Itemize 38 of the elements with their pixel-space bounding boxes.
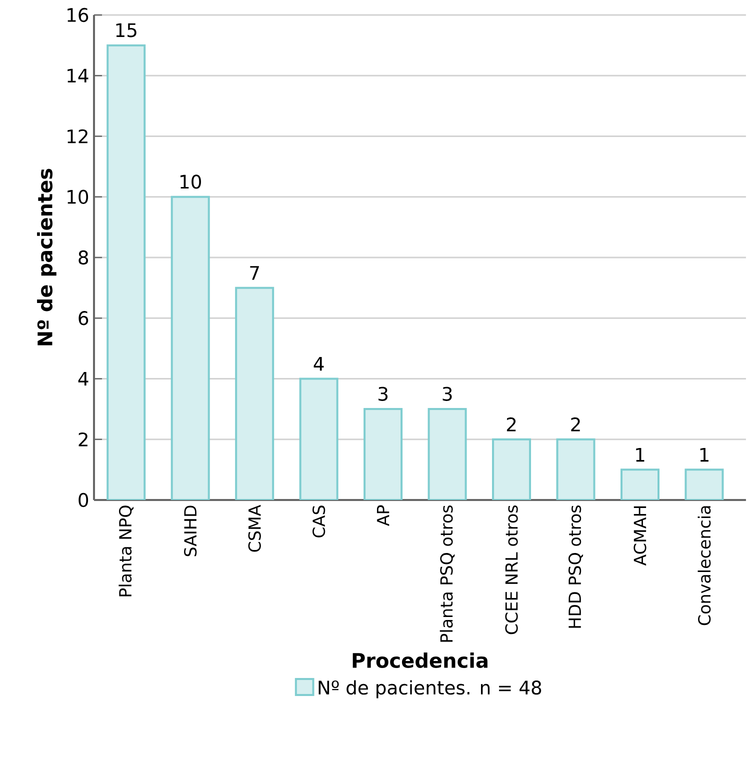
data-label: 3	[442, 386, 452, 401]
bar	[299, 378, 338, 500]
data-label: 7	[250, 266, 259, 280]
x-tick-label: AP	[376, 505, 390, 526]
bar	[106, 44, 146, 500]
data-label: 4	[314, 357, 324, 371]
y-tick-label: 4	[78, 372, 88, 386]
y-tick-label: 16	[68, 8, 88, 22]
y-tick-label: 8	[78, 250, 88, 265]
data-label: 2	[506, 417, 516, 432]
x-tick-label: SAIHD	[184, 506, 197, 556]
x-tick-label: Planta PSQ otros	[440, 506, 455, 642]
y-tick-label: 14	[68, 68, 88, 82]
x-tick-label: CCEE NRL otros	[505, 506, 518, 634]
data-label: 10	[180, 174, 201, 189]
x-tick-label: CSMA	[248, 504, 261, 552]
y-tick-label: 6	[78, 311, 88, 326]
y-axis-title: Nº de pacientes	[37, 168, 56, 346]
bar	[235, 286, 274, 500]
x-axis-title: Procedencia	[352, 652, 488, 668]
bar	[428, 408, 467, 500]
data-label: 1	[636, 448, 644, 462]
data-label: 1	[700, 448, 708, 462]
y-tick-label: 0	[78, 492, 88, 508]
bar	[170, 196, 210, 500]
x-tick-label: Convalecencia	[698, 506, 711, 626]
x-tick-label: Planta NPQ	[118, 506, 134, 596]
data-label: 3	[378, 386, 388, 401]
data-label: 15	[116, 23, 136, 38]
legend-label: Nº de pacientes. n = 48	[318, 680, 542, 698]
y-tick-label: 2	[78, 432, 88, 446]
x-tick-label: CAS	[312, 506, 326, 538]
y-tick-label: 12	[68, 129, 88, 144]
y-tick-label: 10	[68, 190, 88, 204]
x-tick-label: ACMAH	[634, 506, 646, 566]
x-tick-label: HDD PSQ otros	[568, 506, 584, 628]
data-label: 2	[571, 417, 580, 432]
bar	[556, 438, 596, 500]
